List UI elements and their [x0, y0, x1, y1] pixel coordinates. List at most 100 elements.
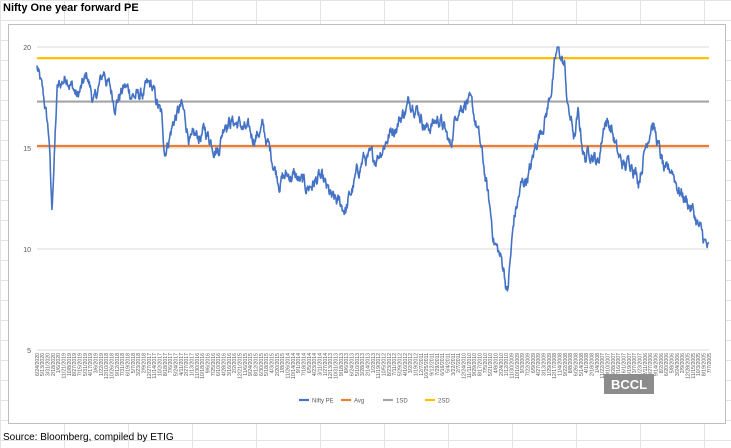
x-tick-label: 10/31/2013: [333, 353, 339, 379]
x-tick-label: 1/12/2010: [504, 353, 510, 376]
x-tick-label: 7/18/2014: [301, 353, 307, 376]
x-tick-label: 7/31/2018: [120, 353, 126, 376]
chart-legend: Nifty PE Avg 1SD 2SD: [299, 399, 450, 405]
x-tick-label: 11/26/2014: [285, 353, 291, 379]
x-tick-label: 7/25/2016: [211, 353, 217, 376]
x-tick-label: 2/18/2008: [589, 353, 595, 376]
x-tick-label: 4/16/2012: [403, 353, 409, 376]
x-tick-label: 4/28/2016: [221, 353, 227, 376]
nifty-pe-line: [36, 46, 710, 292]
x-tick-label: 3/16/2016: [227, 353, 233, 376]
x-tick-label: 1/29/2009: [547, 353, 553, 376]
x-tick-label: 1/13/2017: [189, 353, 195, 376]
x-tick-label: 3/11/2014: [317, 353, 323, 376]
reference-lines: [37, 57, 709, 148]
x-tick-label: 6/16/2011: [440, 353, 446, 376]
x-tick-label: 8/23/2012: [387, 353, 393, 376]
x-axis-ticks: 6/24/2020 5/13/2020 3/31/2020 2/18/2020 1/6/…: [35, 353, 713, 379]
x-tick-label: 5/14/2008: [579, 353, 585, 376]
x-tick-label: 5/29/2012: [397, 353, 403, 376]
x-tick-label: 6/10/2016: [216, 353, 222, 376]
x-tick-label: 7/7/2005: [707, 353, 713, 373]
x-tick-label: 2/27/2017: [184, 353, 190, 376]
x-tick-label: 5/24/2017: [173, 353, 179, 376]
x-tick-label: 9/29/2010: [472, 353, 478, 376]
x-tick-label: 3/31/2020: [45, 353, 51, 376]
x-tick-label: 1/19/2012: [413, 353, 419, 376]
chart-container[interactable]: 5 10 15 20 6/24/2020 5/13/2020 3/31/2020 2/18/…: [8, 24, 726, 424]
x-tick-label: 3/28/2013: [360, 353, 366, 376]
x-tick-label: 8/19/2005: [701, 353, 707, 376]
x-tick-label: 4/27/2009: [536, 353, 542, 376]
x-tick-label: 1/27/2014: [323, 353, 329, 376]
x-tick-label: 10/16/2009: [515, 353, 521, 379]
x-tick-label: 6/9/2009: [531, 353, 537, 373]
x-tick-label: 8/28/2007: [611, 353, 617, 376]
x-tick-label: 7/22/2009: [525, 353, 531, 376]
x-tick-label: 10/2/2017: [157, 353, 163, 376]
legend-label: 1SD: [396, 399, 408, 405]
x-tick-label: 12/11/2006: [643, 353, 649, 379]
x-tick-label: 10/5/2012: [381, 353, 387, 376]
x-tick-label: 7/15/2019: [77, 353, 83, 376]
x-tick-label: 9/24/2015: [248, 353, 254, 376]
x-tick-label: 9/3/2009: [520, 353, 526, 373]
x-tick-label: 9/18/2013: [339, 353, 345, 376]
x-tick-label: 1/6/2020: [56, 353, 62, 373]
x-tick-label: 12/21/2015: [237, 353, 243, 379]
x-tick-label: 5/31/2019: [83, 353, 89, 376]
x-tick-label: 2/20/2015: [275, 353, 281, 376]
x-tick-label: 10/25/2011: [424, 353, 430, 379]
bccl-watermark: BCCL: [604, 374, 654, 394]
x-tick-label: 5/18/2015: [264, 353, 270, 376]
x-tick-label: 4/23/2014: [312, 353, 318, 376]
legend-label: Avg: [354, 399, 364, 405]
x-tick-label: 7/6/2017: [168, 353, 174, 373]
nifty-pe-series: [36, 46, 710, 292]
x-tick-label: 1/8/2015: [280, 353, 286, 373]
x-tick-label: 8/2/2006: [659, 353, 665, 373]
x-tick-label: 12/28/2005: [685, 353, 691, 379]
x-tick-label: 11/4/2008: [557, 353, 563, 376]
x-tick-label: 8/27/2019: [72, 353, 78, 376]
x-tick-label: 3/13/2009: [541, 353, 547, 376]
x-tick-label: 9/6/2016: [205, 353, 211, 373]
x-tick-label: 11/30/2009: [509, 353, 515, 379]
x-tick-label: 2/2/2016: [232, 353, 238, 373]
x-tick-label: 4/1/2008: [584, 353, 590, 373]
y-tick-label: 5: [27, 348, 31, 355]
x-tick-label: 9/12/2018: [115, 353, 121, 376]
sheet-title: Nifty One year forward PE: [3, 2, 139, 14]
x-tick-label: 8/12/2015: [253, 353, 259, 376]
x-tick-label: 12/27/2017: [147, 353, 153, 379]
x-tick-label: 9/14/2006: [653, 353, 659, 376]
x-tick-label: 11/11/2010: [467, 353, 473, 378]
x-tick-label: 11/19/2012: [376, 353, 382, 379]
x-tick-label: 6/24/2013: [349, 353, 355, 376]
source-note: Source: Bloomberg, compiled by ETIG: [3, 432, 174, 443]
x-tick-label: 10/8/2019: [67, 353, 73, 376]
x-tick-label: 10/10/2007: [605, 353, 611, 379]
x-tick-label: 3/7/2007: [632, 353, 638, 373]
x-tick-label: 4/19/2007: [627, 353, 633, 376]
x-tick-label: 7/5/2010: [483, 353, 489, 373]
x-tick-label: 3/6/2019: [93, 353, 99, 373]
x-tick-label: 10/26/2018: [109, 353, 115, 379]
x-tick-label: 11/15/2005: [691, 353, 697, 379]
y-tick-label: 10: [23, 247, 31, 254]
x-tick-label: 6/5/2014: [307, 353, 313, 373]
x-tick-label: 1/23/2007: [637, 353, 643, 376]
x-tick-label: 1/2/2013: [371, 353, 377, 373]
x-tick-label: 2/9/2018: [141, 353, 147, 373]
x-tick-label: 11/21/2019: [61, 353, 67, 379]
legend-label: Nifty PE: [312, 399, 334, 405]
x-tick-label: 12/13/2013: [328, 353, 334, 379]
x-tick-label: 8/17/2010: [477, 353, 483, 376]
x-tick-label: 7/16/2007: [616, 353, 622, 376]
x-tick-label: 2/24/2010: [499, 353, 505, 376]
x-tick-label: 2/9/2006: [680, 353, 686, 373]
x-tick-label: 11/30/2016: [195, 353, 201, 379]
legend-label: 2SD: [438, 399, 450, 405]
x-tick-label: 11/22/2007: [600, 353, 606, 379]
